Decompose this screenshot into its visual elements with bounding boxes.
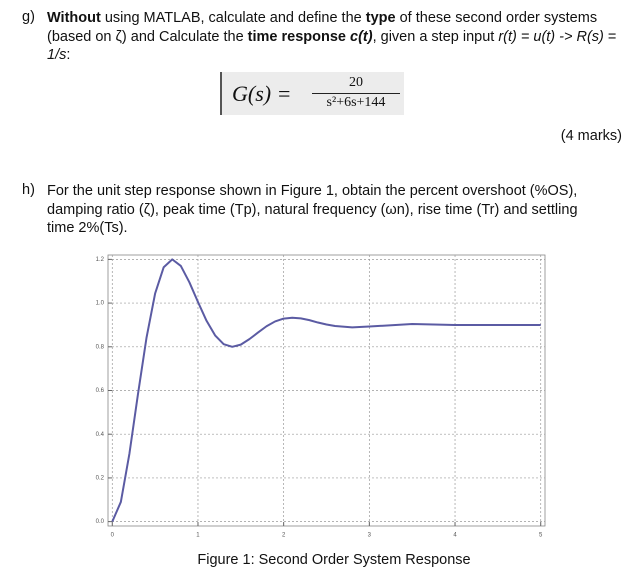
text-run: time response	[247, 28, 346, 45]
text-run: Without	[47, 10, 101, 26]
marks: (4 marks)	[560, 128, 622, 144]
text-run: , given a step input	[372, 28, 499, 45]
y-tick-label: 0.4	[96, 432, 105, 438]
line-series	[111, 258, 541, 523]
question-label: h)	[22, 182, 35, 198]
text-run: of these second order systems (based on …	[47, 10, 598, 45]
question-text: Without using MATLAB, calculate and defi…	[47, 9, 622, 65]
x-tick-label: 5	[539, 533, 543, 539]
text-run: :	[66, 47, 71, 63]
x-tick-label: 1	[196, 533, 200, 539]
y-tick-label: 0.0	[96, 519, 105, 525]
formula: G(s) = 20 s²+6s+144	[220, 72, 404, 115]
formula-lhs: G(s) =	[232, 81, 292, 106]
text-run: using MATLAB, calculate and define the	[100, 10, 366, 26]
figure-caption: Figure 1: Second Order System Response	[197, 552, 470, 568]
x-tick-label: 3	[368, 533, 372, 539]
text-run: =	[603, 28, 617, 45]
x-tick-label: 4	[453, 533, 457, 539]
question-text: For the unit step response shown in Figu…	[47, 183, 578, 236]
text-run: r(t) = u(t) -> R(s)	[498, 28, 604, 45]
y-tick-label: 1.2	[96, 257, 105, 263]
text-run: c(t)	[350, 28, 373, 45]
y-tick-label: 0.6	[96, 388, 105, 394]
fraction-bar	[312, 93, 400, 94]
y-tick-label: 1.0	[96, 301, 105, 307]
x-tick-label: 0	[111, 533, 115, 539]
formula-denominator: s²+6s+144	[326, 95, 386, 110]
text-run: type	[365, 10, 396, 26]
x-tick-label: 2	[282, 533, 286, 539]
text-run: 1/s	[47, 47, 67, 63]
formula-numerator: 20	[349, 75, 363, 90]
question-label: g)	[22, 9, 35, 25]
y-tick-label: 0.2	[96, 475, 105, 481]
y-tick-label: 0.8	[96, 344, 105, 350]
